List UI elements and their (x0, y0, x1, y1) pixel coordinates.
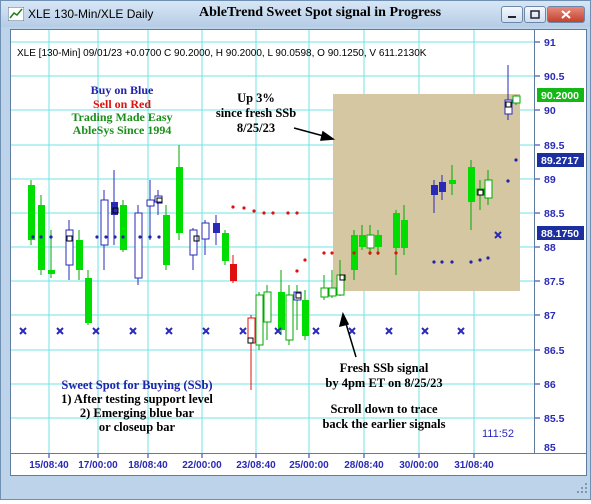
ssb-item3: or closeup bar (99, 420, 176, 434)
minimize-icon (508, 16, 516, 18)
price-tick: 90 (544, 105, 556, 117)
price-tick: 85 (544, 442, 556, 454)
chart-svg: XLE [130-Min] 09/01/23 +0.0700 C 90.2000… (11, 30, 534, 453)
close-icon (561, 10, 571, 19)
ssb-item1: 1) After testing support level (61, 392, 213, 406)
up-annotation-line3: 8/25/23 (237, 121, 275, 135)
legend-tagline: Trading Made Easy (71, 110, 172, 124)
price-tick: 91 (544, 37, 556, 49)
time-label: 17/00:00 (78, 460, 118, 471)
time-axis-svg: 15/08:40 17/00:00 18/08:40 22/00:00 23/0… (29, 454, 494, 471)
time-label: 25/00:00 (289, 460, 329, 471)
chart-app-icon (7, 6, 25, 26)
time-label: 30/00:00 (399, 460, 439, 471)
scroll-note-line1: Scroll down to trace (330, 402, 437, 416)
legend-buy: Buy on Blue (91, 83, 154, 97)
price-axis[interactable]: 91 90.5 90 89.5 89 88.5 88 87.5 87 86.5 … (535, 29, 587, 454)
fresh-signal-line1: Fresh SSb signal (340, 361, 429, 375)
lower-stop-badge-text: 88.1750 (541, 228, 579, 240)
price-tick: 88 (544, 242, 556, 254)
price-tick: 90.5 (544, 71, 565, 83)
info-line: XLE [130-Min] 09/01/23 +0.0700 C 90.2000… (17, 48, 427, 59)
last-price-badge (537, 88, 584, 102)
time-label: 18/08:40 (128, 460, 168, 471)
lower-stop-badge (537, 226, 584, 240)
status-bar (1, 477, 590, 499)
price-chart[interactable]: XLE [130-Min] 09/01/23 +0.0700 C 90.2000… (10, 29, 535, 454)
time-label: 23/08:40 (236, 460, 276, 471)
chart-heading: AbleTrend Sweet Spot signal in Progress (199, 5, 442, 20)
resize-grip-icon[interactable] (1, 477, 590, 499)
scroll-note-line2: back the earlier signals (322, 417, 445, 431)
ssb-item2: 2) Emerging blue bar (80, 406, 195, 420)
maximize-icon (530, 10, 540, 19)
close-button[interactable] (547, 6, 585, 23)
price-tick: 89.5 (544, 140, 565, 152)
ssb-title: Sweet Spot for Buying (SSb) (61, 378, 212, 392)
bar-timer: 111:52 (482, 428, 514, 440)
title-bar: XLE 130-Min/XLE Daily AbleTrend Sweet Sp… (1, 1, 590, 27)
upper-stop-badge (537, 153, 584, 167)
time-label: 22/00:00 (182, 460, 222, 471)
up-annotation-line2: since fresh SSb (216, 106, 296, 120)
minimize-button[interactable] (501, 6, 523, 23)
price-tick: 85.5 (544, 413, 565, 425)
price-axis-svg: 91 90.5 90 89.5 89 88.5 88 87.5 87 86.5 … (535, 37, 584, 454)
x-markers (19, 231, 502, 335)
legend-sell: Sell on Red (93, 97, 151, 111)
maximize-button[interactable] (524, 6, 546, 23)
time-label: 15/08:40 (29, 460, 69, 471)
annotation-arrows (293, 127, 357, 358)
fresh-signal-line2: by 4pm ET on 8/25/23 (325, 376, 442, 390)
price-tick: 89 (544, 174, 556, 186)
price-tick: 86.5 (544, 345, 565, 357)
up-annotation-line1: Up 3% (237, 91, 275, 105)
time-axis[interactable]: 15/08:40 17/00:00 18/08:40 22/00:00 23/0… (10, 454, 587, 476)
price-tick: 87 (544, 310, 556, 322)
stop-dots (31, 158, 518, 273)
time-label: 28/08:40 (344, 460, 384, 471)
legend-since: AbleSys Since 1994 (73, 123, 172, 137)
price-tick: 87.5 (544, 276, 565, 288)
price-tick: 88.5 (544, 208, 565, 220)
window-title: XLE 130-Min/XLE Daily (28, 7, 154, 21)
last-price-badge-text: 90.2000 (541, 90, 579, 102)
time-label: 31/08:40 (454, 460, 494, 471)
price-tick: 86 (544, 379, 556, 391)
upper-stop-badge-text: 89.2717 (541, 155, 579, 167)
